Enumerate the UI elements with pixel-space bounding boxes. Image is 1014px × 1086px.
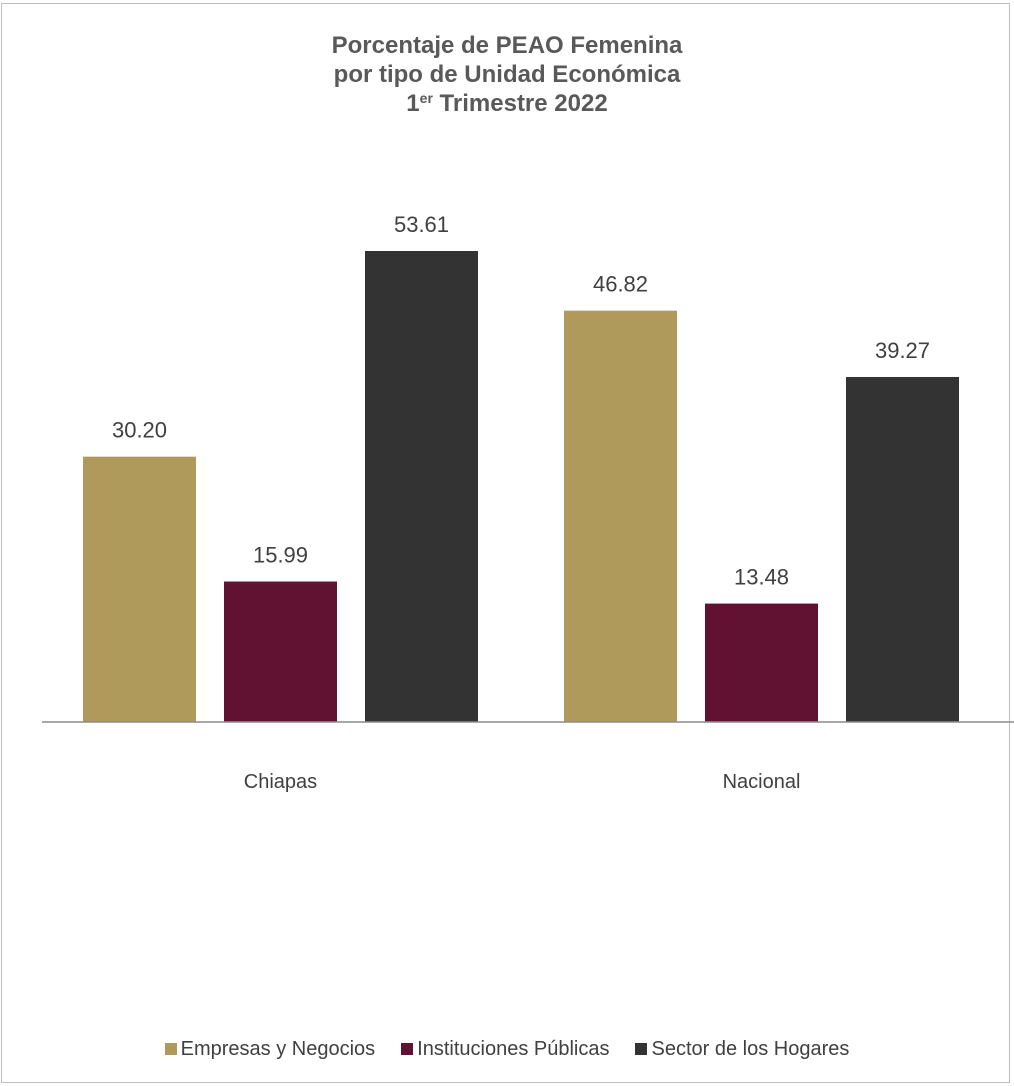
legend-item-2: Instituciones Públicas [401, 1038, 609, 1061]
bar-labels-group: 30.20 15.99 53.61 46.82 13.48 39.27 [112, 212, 930, 590]
legend-swatch-2 [401, 1043, 414, 1055]
bar-chiapas-series-2 [224, 581, 337, 722]
chart-title-line-2: por tipo de Unidad Económica [333, 61, 681, 88]
category-labels-group: Chiapas Nacional [244, 771, 801, 793]
legend-label-2: Instituciones Públicas [417, 1037, 610, 1060]
legend-item-1: Empresas y Negocios [164, 1037, 376, 1061]
chart-title: Porcentaje de PEAO Femenina por tipo de … [0, 31, 1014, 121]
legend-item-3: Sector de los Hogares [635, 1038, 849, 1061]
bar-nacional-series-1 [564, 310, 677, 722]
chart-title-line-1: Porcentaje de PEAO Femenina [331, 32, 683, 59]
legend-label-3: Sector de los Hogares [651, 1037, 850, 1060]
category-label-chiapas: Chiapas [244, 771, 317, 793]
bars-group [83, 251, 959, 722]
title-quarter-text: Trimestre 2022 [432, 90, 608, 117]
legend-label-1: Empresas y Negocios [180, 1037, 376, 1060]
bar-nacional-series-3 [846, 376, 959, 722]
data-label-chiapas-series-2: 15.99 [253, 543, 308, 568]
data-label-chiapas-series-3: 53.61 [394, 212, 449, 237]
data-label-nacional-series-1: 46.82 [593, 272, 648, 297]
data-label-chiapas-series-1: 30.20 [112, 418, 167, 443]
title-quarter-number: 1 [406, 90, 420, 117]
chart-title-line-3: 1er Trimestre 2022 [0, 89, 1014, 121]
data-label-nacional-series-3: 39.27 [875, 338, 930, 363]
legend-swatch-3 [635, 1043, 648, 1055]
bar-chiapas-series-1 [83, 456, 196, 722]
bar-nacional-series-2 [705, 603, 818, 722]
legend-swatch-1 [164, 1043, 177, 1055]
title-quarter-superscript: er [419, 90, 433, 106]
bar-chiapas-series-3 [365, 251, 478, 722]
legend: Empresas y Negocios Instituciones Pública… [0, 1035, 1014, 1063]
category-label-nacional: Nacional [723, 771, 801, 793]
data-label-nacional-series-2: 13.48 [734, 565, 789, 590]
